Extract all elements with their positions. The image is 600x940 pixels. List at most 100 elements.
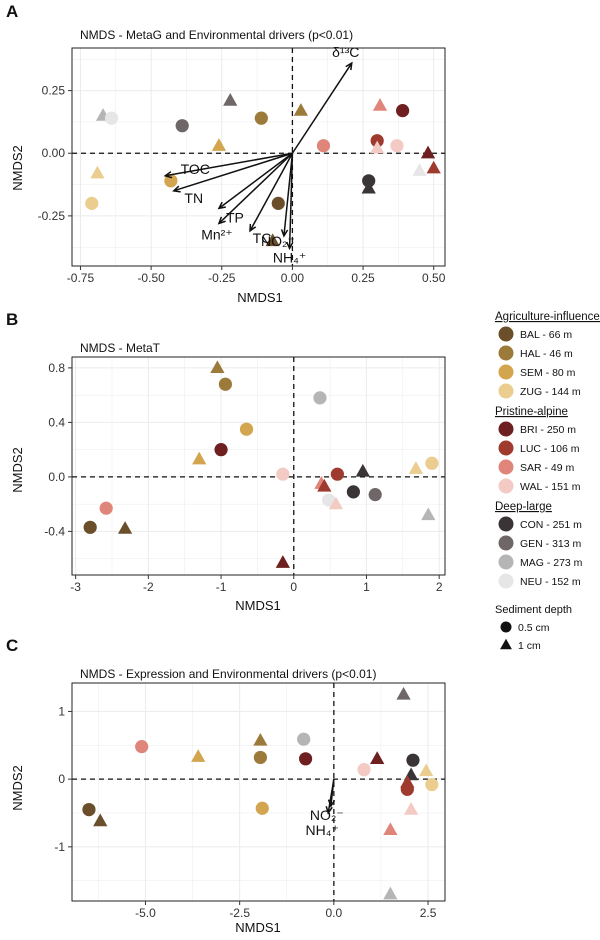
legend-swatch-sar (498, 459, 514, 475)
x-tick-label: -0.50 (137, 271, 165, 285)
plot-background (72, 357, 445, 575)
point-bal-circle (82, 803, 96, 817)
legend-swatch-bri (498, 421, 514, 437)
point-sar-circle (135, 740, 149, 754)
vector-label: δ¹³C (332, 44, 359, 60)
point-bal-triangle (265, 233, 280, 247)
x-tick-label: -2 (143, 580, 154, 594)
legend-swatch-neu (498, 573, 514, 589)
panel-letter-c: C (6, 636, 18, 655)
legend-group-title: Pristine-alpine (495, 406, 568, 418)
point-wal-circle (390, 139, 404, 153)
vector-arrowhead (327, 799, 336, 808)
panel-c-plot: NO₂⁻NH₄⁺ -5.0 -2.5 0.0 2.5 -1 0 1 (54, 682, 446, 920)
point-wal-triangle (328, 496, 344, 510)
x-tick-label: -2.5 (229, 906, 250, 920)
point-sar-circle (316, 139, 331, 153)
x-tick-label: 0.0 (326, 906, 343, 920)
legend-group-title: Deep-large (495, 501, 552, 513)
panel-letter-a: A (6, 2, 18, 21)
x-tick-label: -0.25 (208, 271, 236, 285)
point-hal-circle (253, 750, 267, 765)
point-gen-circle (368, 488, 382, 502)
point-wal-circle (357, 763, 371, 777)
legend-swatch-wal (498, 478, 514, 494)
point-bri-triangle (420, 145, 436, 159)
plot-background (72, 683, 445, 901)
point-mag-circle (297, 732, 311, 746)
point-mag-triangle (383, 886, 398, 900)
plot-border (71, 47, 446, 267)
vector-arrowhead (325, 806, 333, 815)
y-tick-label: 0 (58, 772, 65, 786)
legend-label-gen: GEN - 313 m (520, 538, 582, 550)
legend-depth-circle (500, 621, 512, 633)
point-zug-triangle (419, 763, 434, 777)
legend-label-wal: WAL - 151 m (520, 481, 581, 493)
x-tick-label: -0.75 (67, 271, 95, 285)
vector-label: Mn²⁺ (201, 226, 233, 242)
panel-c-title: NMDS - Expression and Environmental driv… (80, 667, 376, 681)
panel-b-ylabel: NMDS2 (10, 447, 25, 493)
legend-swatch-mag (498, 554, 514, 570)
x-tick-label: -3 (70, 580, 81, 594)
legend-depth-triangle (500, 638, 512, 650)
point-hal-circle (218, 377, 233, 391)
x-tick-label: 0.25 (351, 271, 375, 285)
legend-label-bal: BAL - 66 m (520, 329, 572, 341)
y-tick-label: 0.25 (42, 84, 66, 98)
plot-background (72, 48, 445, 266)
legend-swatch-con (498, 516, 514, 532)
point-sem-circle (255, 801, 269, 815)
point-bal-circle (83, 520, 97, 534)
vector-arrow (165, 152, 293, 177)
vector-arrow (249, 152, 294, 232)
legend-swatch-luc (498, 440, 514, 456)
legend-swatch-gen (498, 535, 514, 551)
y-tick-label: -1 (54, 840, 65, 854)
vector-arrow (173, 152, 293, 192)
vector-arrow (218, 152, 293, 209)
point-neu-circle (104, 111, 119, 125)
point-bri-triangle (370, 751, 385, 764)
point-luc-circle (330, 467, 344, 481)
point-luc-triangle (426, 160, 441, 174)
point-wal-circle (276, 467, 290, 481)
point-luc-triangle (317, 478, 332, 492)
vector-arrowhead (217, 216, 226, 225)
legend-depth-label: 1 cm (518, 640, 541, 652)
point-mag-circle (313, 391, 327, 405)
point-bal-triangle (117, 521, 133, 534)
y-tick-label: 0.8 (48, 361, 65, 375)
vector-label: NH₄⁺ (306, 822, 339, 838)
point-neu-circle (322, 493, 336, 507)
point-bri-circle (214, 443, 228, 457)
vector-arrow (283, 153, 294, 237)
point-wal-triangle (370, 140, 385, 154)
legend-label-sar: SAR - 49 m (520, 462, 575, 474)
legend-label-neu: NEU - 152 m (520, 576, 581, 588)
legend-label-bri: BRI - 250 m (520, 424, 576, 436)
panel-c-ylabel: NMDS2 (10, 765, 25, 811)
vector-arrow (218, 152, 293, 224)
point-con-circle (346, 485, 360, 499)
vector-arrowhead (249, 223, 257, 233)
y-tick-label: 0.4 (48, 415, 65, 429)
x-tick-label: 2.5 (420, 906, 437, 920)
point-hal-triangle (293, 103, 309, 116)
legend-swatch-zug (498, 383, 514, 399)
point-sem-triangle (191, 749, 206, 762)
point-con-triangle (355, 463, 370, 477)
point-sar-circle (99, 501, 113, 515)
vector-arrow (291, 62, 353, 154)
point-bri-circle (396, 104, 410, 118)
legend-label-luc: LUC - 106 m (520, 443, 580, 455)
x-tick-label: 2 (436, 580, 443, 594)
point-sem-circle (164, 174, 178, 188)
point-hal-circle (254, 111, 268, 125)
vector-arrow (327, 779, 335, 814)
panel-b-plot: -3 -2 -1 0 1 2 -0.4 0.0 0.4 0.8 (44, 356, 446, 594)
legend-swatch-bal (498, 326, 514, 342)
point-sem-triangle (192, 451, 207, 465)
